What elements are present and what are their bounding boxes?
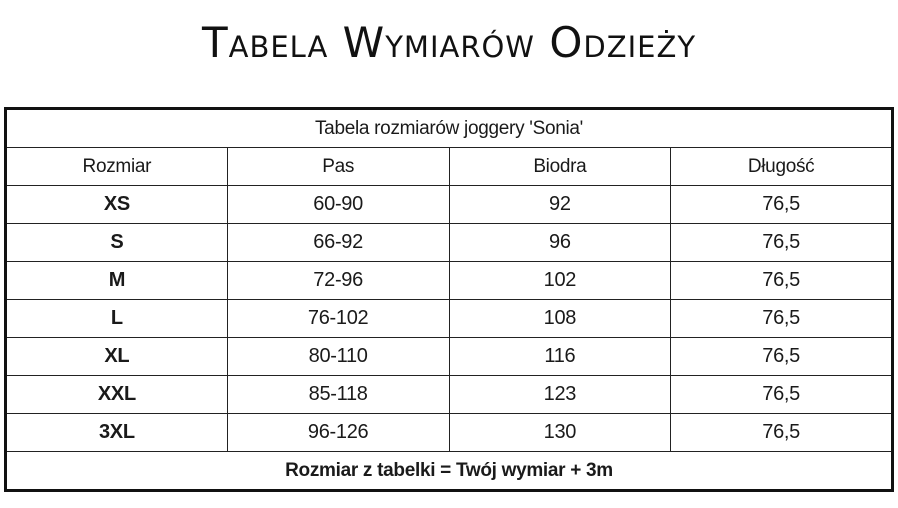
cell-size: 3XL xyxy=(5,413,228,452)
table-caption: Tabela rozmiarów joggery 'Sonia' xyxy=(5,108,893,148)
cell-length: 76,5 xyxy=(670,223,893,262)
cell-waist: 66-92 xyxy=(226,223,450,262)
page-title: Tabela Wymiarów Odzieży xyxy=(201,18,697,67)
cell-waist: 85-118 xyxy=(226,375,450,414)
cell-size: M xyxy=(5,261,228,300)
cell-hips: 102 xyxy=(448,261,672,300)
cell-hips: 96 xyxy=(448,223,672,262)
header-row: Rozmiar Pas Biodra Długość xyxy=(5,147,893,186)
cell-waist: 80-110 xyxy=(226,337,450,376)
table-row: L 76-102 108 76,5 xyxy=(5,299,893,338)
cell-waist: 76-102 xyxy=(226,299,450,338)
cell-hips: 130 xyxy=(448,413,672,452)
cell-size: L xyxy=(5,299,228,338)
table-row: XS 60-90 92 76,5 xyxy=(5,185,893,224)
cell-size: XS xyxy=(5,185,228,224)
table-row: 3XL 96-126 130 76,5 xyxy=(5,413,893,452)
cell-waist: 60-90 xyxy=(226,185,450,224)
cell-waist: 96-126 xyxy=(226,413,450,452)
cell-length: 76,5 xyxy=(670,375,893,414)
cell-length: 76,5 xyxy=(670,337,893,376)
cell-length: 76,5 xyxy=(670,261,893,300)
cell-hips: 108 xyxy=(448,299,672,338)
cell-hips: 116 xyxy=(448,337,672,376)
table-row: XL 80-110 116 76,5 xyxy=(5,337,893,376)
cell-length: 76,5 xyxy=(670,413,893,452)
cell-hips: 123 xyxy=(448,375,672,414)
cell-size: XXL xyxy=(5,375,228,414)
cell-waist: 72-96 xyxy=(226,261,450,300)
table-row: S 66-92 96 76,5 xyxy=(5,223,893,262)
size-table: Tabela rozmiarów joggery 'Sonia' Rozmiar… xyxy=(4,107,894,492)
table-row: M 72-96 102 76,5 xyxy=(5,261,893,300)
cell-hips: 92 xyxy=(448,185,672,224)
header-size: Rozmiar xyxy=(5,147,228,186)
cell-length: 76,5 xyxy=(670,299,893,338)
header-hips: Biodra xyxy=(448,147,672,186)
table-footer: Rozmiar z tabelki = Twój wymiar + 3m xyxy=(5,451,893,491)
cell-size: S xyxy=(5,223,228,262)
table-row: XXL 85-118 123 76,5 xyxy=(5,375,893,414)
header-waist: Pas xyxy=(226,147,450,186)
cell-size: XL xyxy=(5,337,228,376)
header-length: Długość xyxy=(670,147,893,186)
cell-length: 76,5 xyxy=(670,185,893,224)
